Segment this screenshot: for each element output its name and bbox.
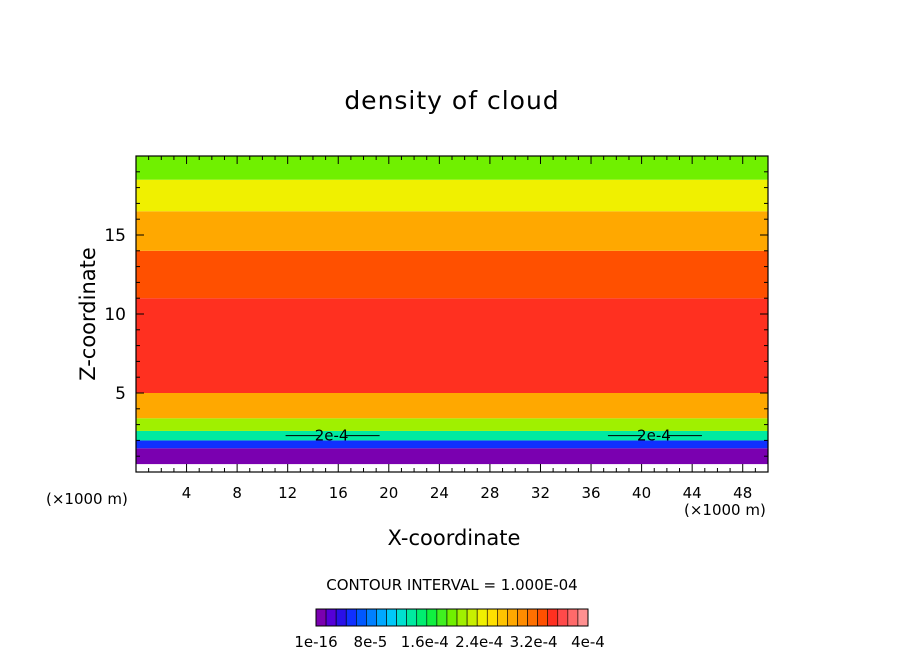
colorbar-label: 3.2e-4 <box>510 633 558 651</box>
y-tick-label: 5 <box>115 384 126 404</box>
colorbar-swatch <box>335 608 347 627</box>
colorbar-swatch <box>497 608 508 627</box>
colorbar-labels: 1e-16 8e-5 1.6e-4 2.4e-4 3.2e-4 4e-4 <box>294 633 605 651</box>
field-band-1 <box>136 440 768 449</box>
colorbar-swatch <box>527 608 538 627</box>
colorbar-swatch <box>486 608 498 627</box>
field-band-4 <box>136 393 768 419</box>
colorbar-swatch <box>547 608 559 627</box>
colorbar-swatch <box>406 608 418 627</box>
colorbar-swatch <box>537 608 549 627</box>
x-tick-label: 28 <box>480 484 499 502</box>
y-axis: 5 10 15 <box>104 171 768 457</box>
colorbar-label: 4e-4 <box>571 633 605 651</box>
x-tick-label: 24 <box>430 484 449 502</box>
colorbar-swatch <box>446 608 458 627</box>
colorbar-frame <box>315 608 589 627</box>
contour-label-0-1: 2e-4 <box>637 427 671 445</box>
colorbar-swatch <box>426 608 438 627</box>
y-tick-label: 10 <box>104 305 126 325</box>
x-tick-label: 16 <box>329 484 348 502</box>
y-tick-label: 15 <box>104 226 126 246</box>
colorbar-swatch <box>456 608 468 627</box>
colorbar-swatch <box>476 608 488 627</box>
x-tick-label: 20 <box>379 484 398 502</box>
chart-title: density of cloud <box>344 86 560 115</box>
x-tick-label: 40 <box>632 484 651 502</box>
contour-interval-label: CONTOUR INTERVAL = 1.000E-04 <box>326 576 578 594</box>
contour-lines: 2e-4 2e-4 <box>285 427 702 445</box>
colorbar-label: 2.4e-4 <box>455 633 503 651</box>
colorbar-swatch <box>396 608 407 627</box>
colorbar-swatch <box>315 608 327 627</box>
colorbar-swatch <box>466 608 478 627</box>
field-band-8 <box>136 179 768 212</box>
x-axis-unit: (×1000 m) <box>684 501 766 519</box>
colorbar-swatch <box>325 608 337 627</box>
x-tick-label: 44 <box>683 484 702 502</box>
colorbar-swatch <box>366 608 377 627</box>
field-band-9 <box>136 156 768 180</box>
colorbar-swatch <box>557 608 569 627</box>
colorbar <box>315 608 589 627</box>
colorbar-swatch <box>355 608 367 627</box>
field-band-6 <box>136 250 768 299</box>
colorbar-swatch <box>436 608 448 627</box>
contour-label-0-0: 2e-4 <box>315 427 349 445</box>
x-tick-label: 12 <box>278 484 297 502</box>
field-band-2 <box>136 430 768 441</box>
density-field <box>136 156 768 465</box>
x-tick-label: 32 <box>531 484 550 502</box>
colorbar-label: 1.6e-4 <box>401 633 449 651</box>
colorbar-label: 8e-5 <box>354 633 388 651</box>
colorbar-swatch <box>386 608 397 627</box>
field-band-7 <box>136 211 768 251</box>
field-band-0 <box>136 448 768 465</box>
field-band-5 <box>136 298 768 393</box>
colorbar-swatch <box>376 608 387 627</box>
colorbar-swatch <box>416 608 428 627</box>
colorbar-swatch <box>507 608 518 627</box>
x-tick-label: 48 <box>733 484 752 502</box>
x-tick-label: 36 <box>581 484 600 502</box>
colorbar-swatch <box>517 608 528 627</box>
colorbar-swatch <box>577 608 589 627</box>
field-band-3 <box>136 418 768 431</box>
x-axis: 4 8 12 16 20 24 28 32 36 40 44 48 <box>148 156 756 502</box>
x-tick-label: 4 <box>182 484 192 502</box>
colorbar-label: 1e-16 <box>294 633 337 651</box>
y-axis-unit: (×1000 m) <box>46 490 128 508</box>
colorbar-swatch <box>345 608 357 627</box>
colorbar-swatch <box>567 608 579 627</box>
x-axis-label: X-coordinate <box>387 526 521 550</box>
x-tick-label: 8 <box>232 484 242 502</box>
